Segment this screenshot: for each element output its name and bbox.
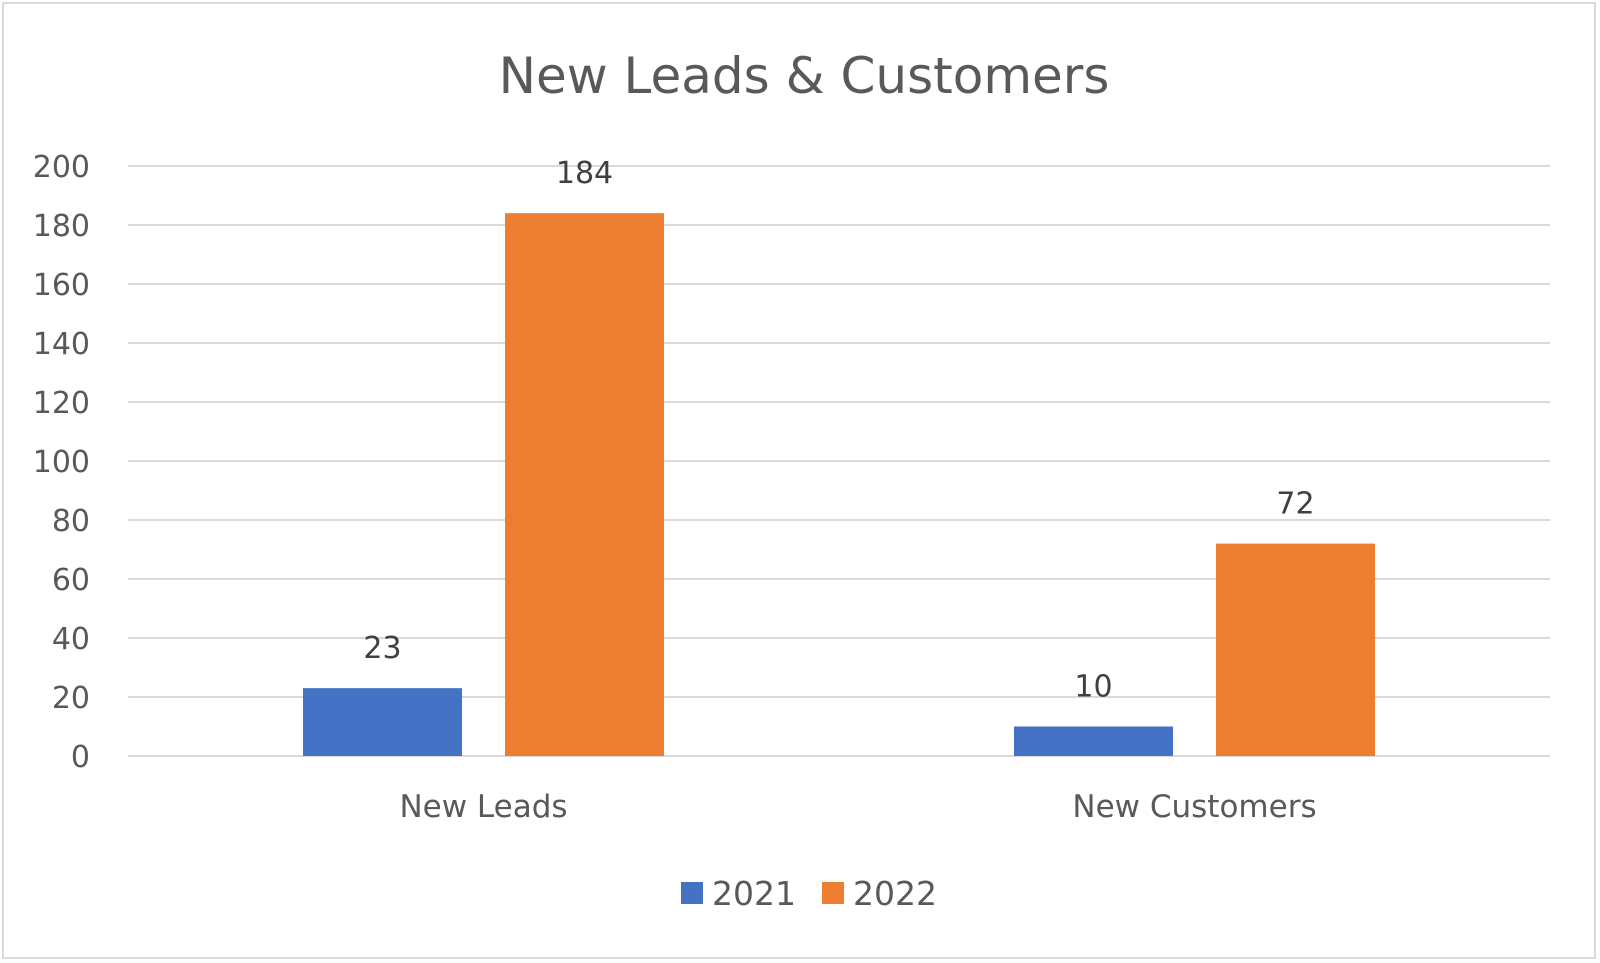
y-tick-label-140: 140 (33, 327, 90, 362)
data-label-2021-0: 23 (363, 631, 401, 666)
y-tick-label-80: 80 (52, 504, 90, 539)
y-tick-label-100: 100 (33, 445, 90, 480)
bar-2021-1 (1014, 726, 1173, 756)
x-axis-categories: New Leads New Customers (399, 789, 1316, 825)
legend-swatch-2021 (681, 882, 703, 904)
x-category-label-1: New Customers (1072, 789, 1316, 825)
data-labels: 23 184 10 72 (363, 156, 1314, 704)
bar-2022-1 (1216, 543, 1375, 756)
data-label-2022-1: 72 (1276, 487, 1314, 522)
y-tick-label-120: 120 (33, 386, 90, 421)
legend-label-2021: 2021 (712, 874, 796, 913)
y-tick-label-160: 160 (33, 268, 90, 303)
data-label-2022-0: 184 (556, 156, 613, 191)
bars (303, 213, 1375, 756)
y-tick-label-40: 40 (52, 622, 90, 657)
y-tick-label-60: 60 (52, 563, 90, 598)
y-tick-label-0: 0 (71, 740, 90, 775)
x-category-label-0: New Leads (399, 789, 567, 825)
y-tick-label-200: 200 (33, 150, 90, 185)
y-tick-label-180: 180 (33, 209, 90, 244)
legend-label-2022: 2022 (853, 874, 937, 913)
y-tick-label-20: 20 (52, 681, 90, 716)
y-axis-ticks: 0 20 40 60 80 100 120 140 160 180 200 (33, 150, 90, 775)
bar-2021-0 (303, 688, 462, 756)
legend: 2021 2022 (681, 874, 937, 913)
data-label-2021-1: 10 (1074, 670, 1112, 705)
legend-swatch-2022 (822, 882, 844, 904)
bar-2022-0 (505, 213, 664, 756)
chart-title: New Leads & Customers (499, 47, 1110, 105)
